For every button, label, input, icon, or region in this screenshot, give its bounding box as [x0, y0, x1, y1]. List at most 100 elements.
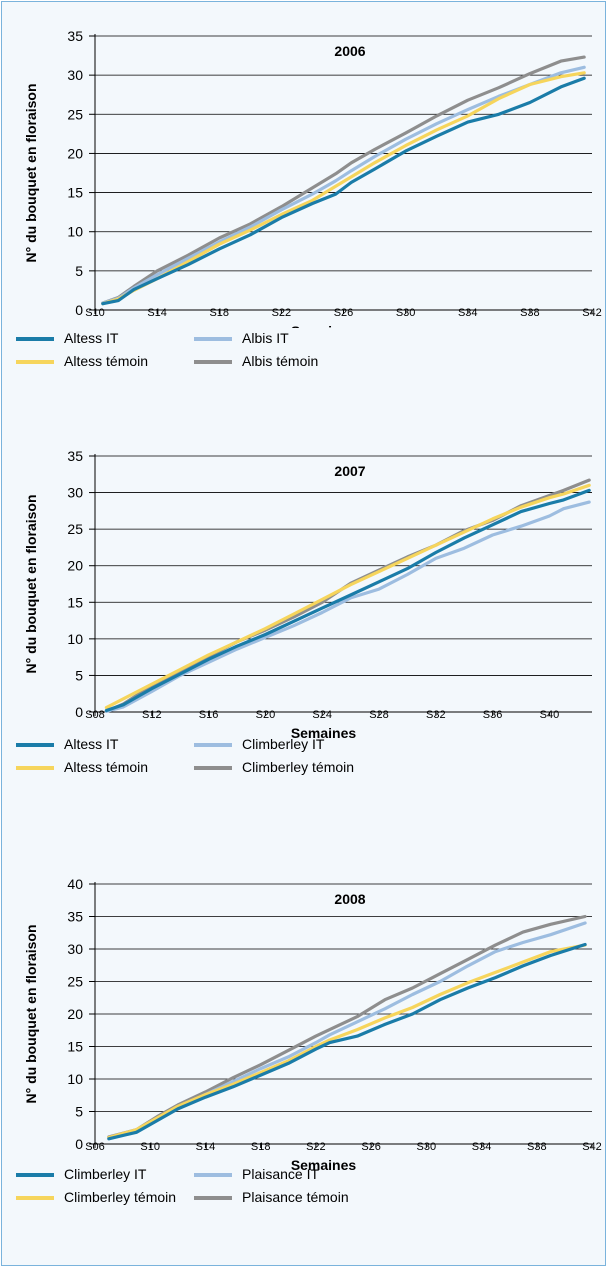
x-tick-label: S42 [582, 307, 602, 319]
x-tick-label: S10 [85, 307, 105, 319]
legend-swatch [194, 766, 232, 770]
y-tick-label: 25 [67, 106, 83, 122]
legend-swatch [16, 766, 54, 770]
y-tick-label: 0 [75, 704, 83, 720]
y-tick-label: 30 [67, 485, 83, 501]
x-tick-label: S26 [361, 1141, 381, 1153]
y-tick-label: 10 [67, 631, 83, 647]
y-tick-label: 0 [75, 1136, 83, 1152]
x-tick-label: S18 [209, 307, 229, 319]
y-axis-label: N° du bouquet en floraison [23, 83, 39, 262]
y-tick-label: 40 [67, 876, 83, 892]
legend-swatch [194, 743, 232, 747]
x-tick-label: S28 [369, 709, 389, 721]
x-tick-label: S16 [199, 709, 219, 721]
series-line-climberley-it [104, 500, 591, 713]
y-tick-label: 30 [67, 67, 83, 83]
legend-label: Climberley IT [242, 736, 325, 752]
legend-label: Climberley témoin [64, 1189, 177, 1205]
x-tick-label: S20 [256, 709, 276, 721]
legend-swatch [194, 1173, 232, 1177]
y-tick-label: 15 [67, 1039, 83, 1055]
legend-label: Albis IT [242, 330, 289, 346]
y-tick-label: 20 [67, 558, 83, 574]
x-tick-label: S18 [251, 1141, 271, 1153]
legend-label: Plaisance témoin [242, 1189, 349, 1205]
y-tick-label: 10 [67, 1071, 83, 1087]
legend-swatch [16, 743, 54, 747]
legend-label: Altess IT [64, 330, 119, 346]
y-tick-label: 25 [67, 521, 83, 537]
series-line-albis-t-moin [101, 55, 586, 305]
y-tick-label: 25 [67, 974, 83, 990]
legend-swatch [16, 360, 54, 364]
y-tick-label: 5 [75, 263, 83, 279]
chart-2007: 0 5 10 15 20 25 30 35 S08 S12 S16 S20 S24 S28 S32 S36 S4… [0, 430, 605, 830]
chart-2006-plot: 0 5 10 15 20 25 30 35 S10 S14 S18 S22 S26 S30 S34 S38 S4… [23, 28, 602, 339]
legend-swatch [16, 1196, 54, 1200]
legend-swatch [194, 360, 232, 364]
y-tick-label: 20 [67, 145, 83, 161]
x-tick-label: S10 [140, 1141, 160, 1153]
legend-swatch [16, 1173, 54, 1177]
x-tick-label: S30 [396, 307, 416, 319]
legend-swatch [194, 1196, 232, 1200]
y-tick-label: 35 [67, 28, 83, 44]
legend-label: Altess témoin [64, 353, 149, 369]
x-tick-label: S38 [527, 1141, 547, 1153]
chart-title: 2008 [334, 891, 365, 907]
legend-swatch [16, 337, 54, 341]
y-tick-label: 5 [75, 667, 83, 683]
series-line-climberley-t-moin [107, 943, 587, 1140]
chart-2007-plot: 0 5 10 15 20 25 30 35 S08 S12 S16 S20 S24 S28 S32 S36 S4… [23, 448, 592, 741]
y-tick-label: 30 [67, 941, 83, 957]
x-tick-label: S22 [272, 307, 292, 319]
x-tick-label: S36 [483, 709, 503, 721]
legend-label: Climberley témoin [242, 759, 355, 775]
x-tick-label: S06 [85, 1141, 105, 1153]
x-tick-label: S42 [582, 1141, 602, 1153]
x-tick-label: S38 [520, 307, 540, 319]
y-tick-label: 10 [67, 224, 83, 240]
x-axis-label: Semaines [291, 725, 357, 740]
series-line-altess-t-moin [104, 483, 591, 710]
chart-title: 2006 [334, 43, 365, 59]
chart-title: 2007 [334, 463, 365, 479]
x-tick-label: S32 [426, 709, 446, 721]
chart-2008-plot: 0 5 10 15 20 25 30 35 40 S06 S10 S14 S18 S22 S26 S30 S34… [23, 876, 602, 1173]
x-tick-label: S22 [306, 1141, 326, 1153]
y-tick-label: 15 [67, 185, 83, 201]
x-tick-label: S12 [142, 709, 162, 721]
legend-label: Climberley IT [64, 1166, 147, 1182]
legend-swatch [194, 337, 232, 341]
chart-2006: 0 5 10 15 20 25 30 35 S10 S14 S18 S22 S26 S30 S34 S38 S4… [0, 8, 605, 408]
x-tick-label: S24 [312, 709, 332, 721]
y-tick-label: 0 [75, 302, 83, 318]
y-tick-label: 35 [67, 909, 83, 925]
legend-label: Altess IT [64, 736, 119, 752]
series-line-climberley-it [107, 942, 587, 1141]
x-tick-label: S14 [147, 307, 167, 319]
x-axis-label: Semaines [291, 1157, 357, 1172]
legend-label: Albis témoin [242, 353, 319, 369]
x-tick-label: S34 [472, 1141, 492, 1153]
x-tick-label: S08 [85, 709, 105, 721]
x-tick-label: S14 [196, 1141, 216, 1153]
x-tick-label: S40 [540, 709, 560, 721]
y-axis-label: N° du bouquet en floraison [23, 924, 39, 1103]
legend-label: Altess témoin [64, 759, 149, 775]
y-tick-label: 35 [67, 448, 83, 464]
x-tick-label: S26 [334, 307, 354, 319]
y-tick-label: 5 [75, 1104, 83, 1120]
series-line-altess-it [104, 488, 591, 713]
x-tick-label: S30 [417, 1141, 437, 1153]
chart-2008: 0 5 10 15 20 25 30 35 40 S06 S10 S14 S18 S22 S26 S30 S34… [0, 856, 605, 1256]
y-axis-label: N° du bouquet en floraison [23, 494, 39, 673]
legend-label: Plaisance IT [242, 1166, 320, 1182]
y-tick-label: 20 [67, 1006, 83, 1022]
x-tick-label: S34 [458, 307, 478, 319]
series-line-albis-it [101, 65, 586, 305]
series-line-altess-it [101, 76, 586, 306]
y-tick-label: 15 [67, 594, 83, 610]
x-axis-label: Semaines [291, 323, 357, 328]
